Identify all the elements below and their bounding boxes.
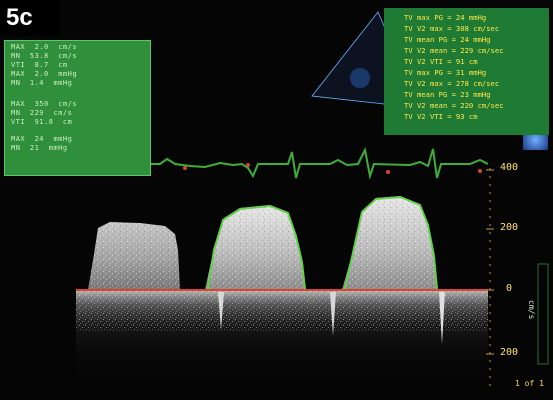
velocity-scale-label: 0 [506, 283, 513, 294]
velocity-envelope-trace [344, 195, 438, 290]
left-readout-row: MN 229 cm/s [11, 109, 73, 117]
right-measurement-panel: TV max PG = 24 mmHg TV V2 max = 308 cm/s… [384, 8, 549, 135]
right-readout-row: TV V2 VTI = 91 cm [404, 57, 478, 66]
left-readout-row: MAX 2.0 cm/s [11, 43, 78, 51]
velocity-envelope-trace [207, 204, 306, 290]
right-readout-row: TV max PG = 31 mmHg [404, 68, 487, 77]
velocity-scale-label: 400 [500, 162, 519, 173]
left-readout-row: MAX 350 cm/s [11, 100, 78, 108]
right-readout-row: TV V2 max = 308 cm/sec [404, 24, 500, 33]
right-readout-row: TV mean PG = 23 mmHg [404, 90, 491, 99]
velocity-scale-label: 200 [500, 222, 519, 233]
left-readout-row: MN 53.8 cm/s [11, 52, 78, 60]
left-readout-row: VTI 91.8 cm [11, 118, 73, 126]
left-readout-row: VTI 8.7 cm [11, 61, 68, 69]
left-readout-row: MN 21 mmHg [11, 144, 68, 152]
left-readout-row: MN 1.4 mmHg [11, 79, 73, 87]
right-readout-row: TV max PG = 24 mmHg [404, 13, 487, 22]
right-readout-row: TV V2 max = 278 cm/sec [404, 79, 500, 88]
figure-label: 5c [0, 0, 60, 36]
doppler-spectrum [76, 196, 488, 381]
page-indicator: 1 of 1 [515, 379, 544, 388]
left-measurement-panel: MAX 2.0 cm/s MN 53.8 cm/s VTI 8.7 cm MAX… [4, 40, 151, 176]
ecg-trace [150, 146, 489, 180]
velocity-scale-label: 200 [500, 347, 519, 358]
right-readout-row: TV V2 mean = 229 cm/sec [404, 46, 504, 55]
right-readout-row: TV V2 VTI = 93 cm [404, 112, 478, 121]
velocity-unit-label: cm/s [527, 300, 536, 320]
left-readout-row: MAX 2.0 mmHg [11, 70, 78, 78]
left-readout-row: MAX 24 mmHg [11, 135, 73, 143]
right-readout-row: TV V2 mean = 220 cm/sec [404, 101, 504, 110]
right-readout-row: TV mean PG = 24 mmHg [404, 35, 491, 44]
